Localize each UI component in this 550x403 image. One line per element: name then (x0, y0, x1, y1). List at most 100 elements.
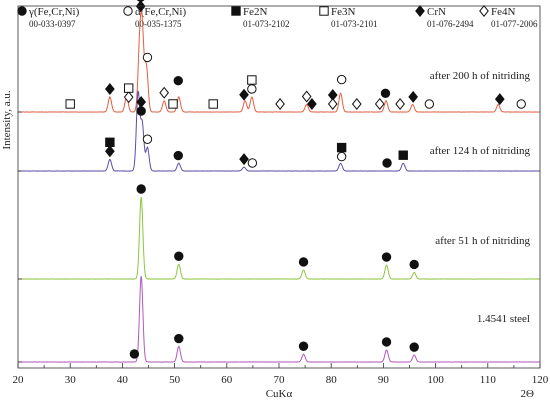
x-tick-label: 100 (427, 374, 444, 386)
series-line (17, 9, 541, 113)
peak-marker-open-circle (424, 99, 435, 109)
legend: γ(Fe,Cr,Ni)00-033-0397 α(Fe,Cr,Ni)00-035-… (17, 5, 538, 29)
peak-marker-filled-diamond (239, 88, 249, 101)
peak-marker-filled-circle (174, 251, 184, 261)
series-label: 1.4541 steel (477, 313, 530, 325)
peak-marker-open-diamond (159, 86, 170, 99)
peak-marker-filled-diamond (494, 93, 505, 106)
peak-marker-open-diamond (327, 98, 338, 110)
peak-marker-open-diamond (275, 98, 285, 110)
peak-marker-filled-diamond (105, 83, 115, 95)
peak-marker-filled-diamond (408, 90, 418, 103)
peak-marker-open-circle (336, 151, 347, 162)
peak-marker-open-square (123, 83, 134, 93)
peak-marker-filled-circle (173, 150, 183, 161)
x-axis-label: CuKα (266, 388, 293, 400)
peak-marker-filled-circle (298, 257, 309, 267)
peak-marker-filled-circle (382, 158, 392, 168)
x-tick-label: 90 (378, 374, 390, 386)
peak-marker-filled-circle (381, 337, 392, 347)
peak-marker-open-diamond (374, 97, 385, 110)
peak-marker-filled-circle (129, 349, 140, 359)
peak-marker-open-diamond (123, 91, 134, 104)
filled-circle-icon (17, 6, 27, 16)
legend-card: 01-076-2494 (427, 19, 474, 29)
x-tick-label: 20 (13, 374, 25, 386)
peak-marker-filled-diamond (307, 97, 317, 110)
series-line (17, 276, 541, 363)
plot-area: after 200 h of nitriding after 124 h of n… (17, 0, 541, 363)
peak-marker-filled-circle (409, 259, 419, 270)
legend-phase: Fe2N (243, 6, 268, 18)
x-tick-label: 30 (65, 374, 77, 386)
legend-item: γ(Fe,Cr,Ni)00-033-0397 (17, 6, 80, 29)
series-label: after 51 h of nitriding (435, 235, 530, 247)
peak-marker-filled-square (336, 142, 347, 153)
legend-phase: CrN (427, 6, 446, 18)
peak-marker-filled-circle (380, 88, 391, 98)
legend-card: 01-073-2102 (243, 19, 290, 29)
peak-marker-filled-circle (136, 106, 146, 116)
peak-marker-filled-circle (173, 76, 183, 86)
open-circle-icon (123, 6, 133, 16)
peak-marker-open-circle (142, 52, 153, 63)
filled-diamond-icon (415, 5, 425, 17)
peak-marker-filled-circle (381, 252, 392, 262)
peak-marker-open-circle (247, 158, 258, 168)
peak-marker-open-square (247, 75, 257, 85)
x-tick-label: 80 (326, 374, 338, 386)
peak-marker-filled-circle (298, 341, 309, 351)
plot-frame (17, 5, 541, 369)
series-3: 1.4541 steel (17, 276, 541, 363)
x-tick-label: 120 (532, 374, 549, 386)
open-diamond-icon (479, 5, 489, 17)
legend-item: α(Fe,Cr,Ni)00-035-1375 (123, 6, 186, 29)
series-line (17, 197, 540, 280)
x-tick-label: 40 (117, 374, 129, 386)
legend-phase: α(Fe,Cr,Ni) (135, 6, 186, 18)
legend-card: 00-035-1375 (135, 19, 182, 29)
peak-marker-filled-circle (409, 342, 419, 352)
peak-marker-filled-square (105, 137, 115, 148)
legend-phase: γ(Fe,Cr,Ni) (28, 6, 80, 18)
legend-phase: Fe3N (331, 6, 356, 18)
peak-marker-filled-diamond (239, 153, 249, 166)
peak-marker-filled-circle (174, 333, 184, 344)
open-square-icon (319, 6, 329, 16)
peak-marker-filled-circle (136, 184, 146, 194)
legend-phase: Fe4N (491, 6, 516, 18)
series-2: after 51 h of nitriding (17, 184, 540, 280)
y-axis-label: Intensity, a.u. (1, 90, 13, 149)
x-tick-label: 110 (480, 374, 497, 386)
x-tick-label: 70 (274, 374, 286, 386)
peak-marker-filled-square (398, 150, 408, 160)
peak-marker-open-square (168, 99, 178, 109)
series-1: after 124 h of nitriding (17, 90, 541, 172)
peak-marker-open-diamond (395, 98, 405, 110)
peak-marker-open-diamond (301, 90, 312, 103)
x-axis-unit: 2Θ (521, 388, 535, 400)
peak-marker-open-circle (516, 99, 526, 109)
peak-marker-open-square (208, 99, 218, 109)
peak-marker-filled-diamond (105, 145, 115, 158)
x-tick-label: 60 (221, 374, 233, 386)
peak-marker-open-circle (247, 84, 257, 94)
series-line (17, 90, 541, 172)
series-label: after 200 h of nitriding (430, 70, 531, 82)
legend-card: 01-077-2006 (491, 19, 538, 29)
legend-card: 01-073-2101 (331, 19, 378, 29)
series-label: after 124 h of nitriding (430, 145, 531, 157)
series-0: after 200 h of nitriding (17, 0, 541, 113)
peak-marker-open-circle (142, 134, 153, 144)
filled-square-icon (231, 6, 241, 16)
legend-card: 00-033-0397 (29, 19, 76, 29)
peak-marker-open-square (65, 99, 75, 109)
x-axis: 20 30 40 50 60 70 80 90 100 110 120 (13, 111, 549, 386)
x-tick-label: 50 (169, 374, 181, 386)
peak-marker-open-diamond (351, 98, 362, 110)
